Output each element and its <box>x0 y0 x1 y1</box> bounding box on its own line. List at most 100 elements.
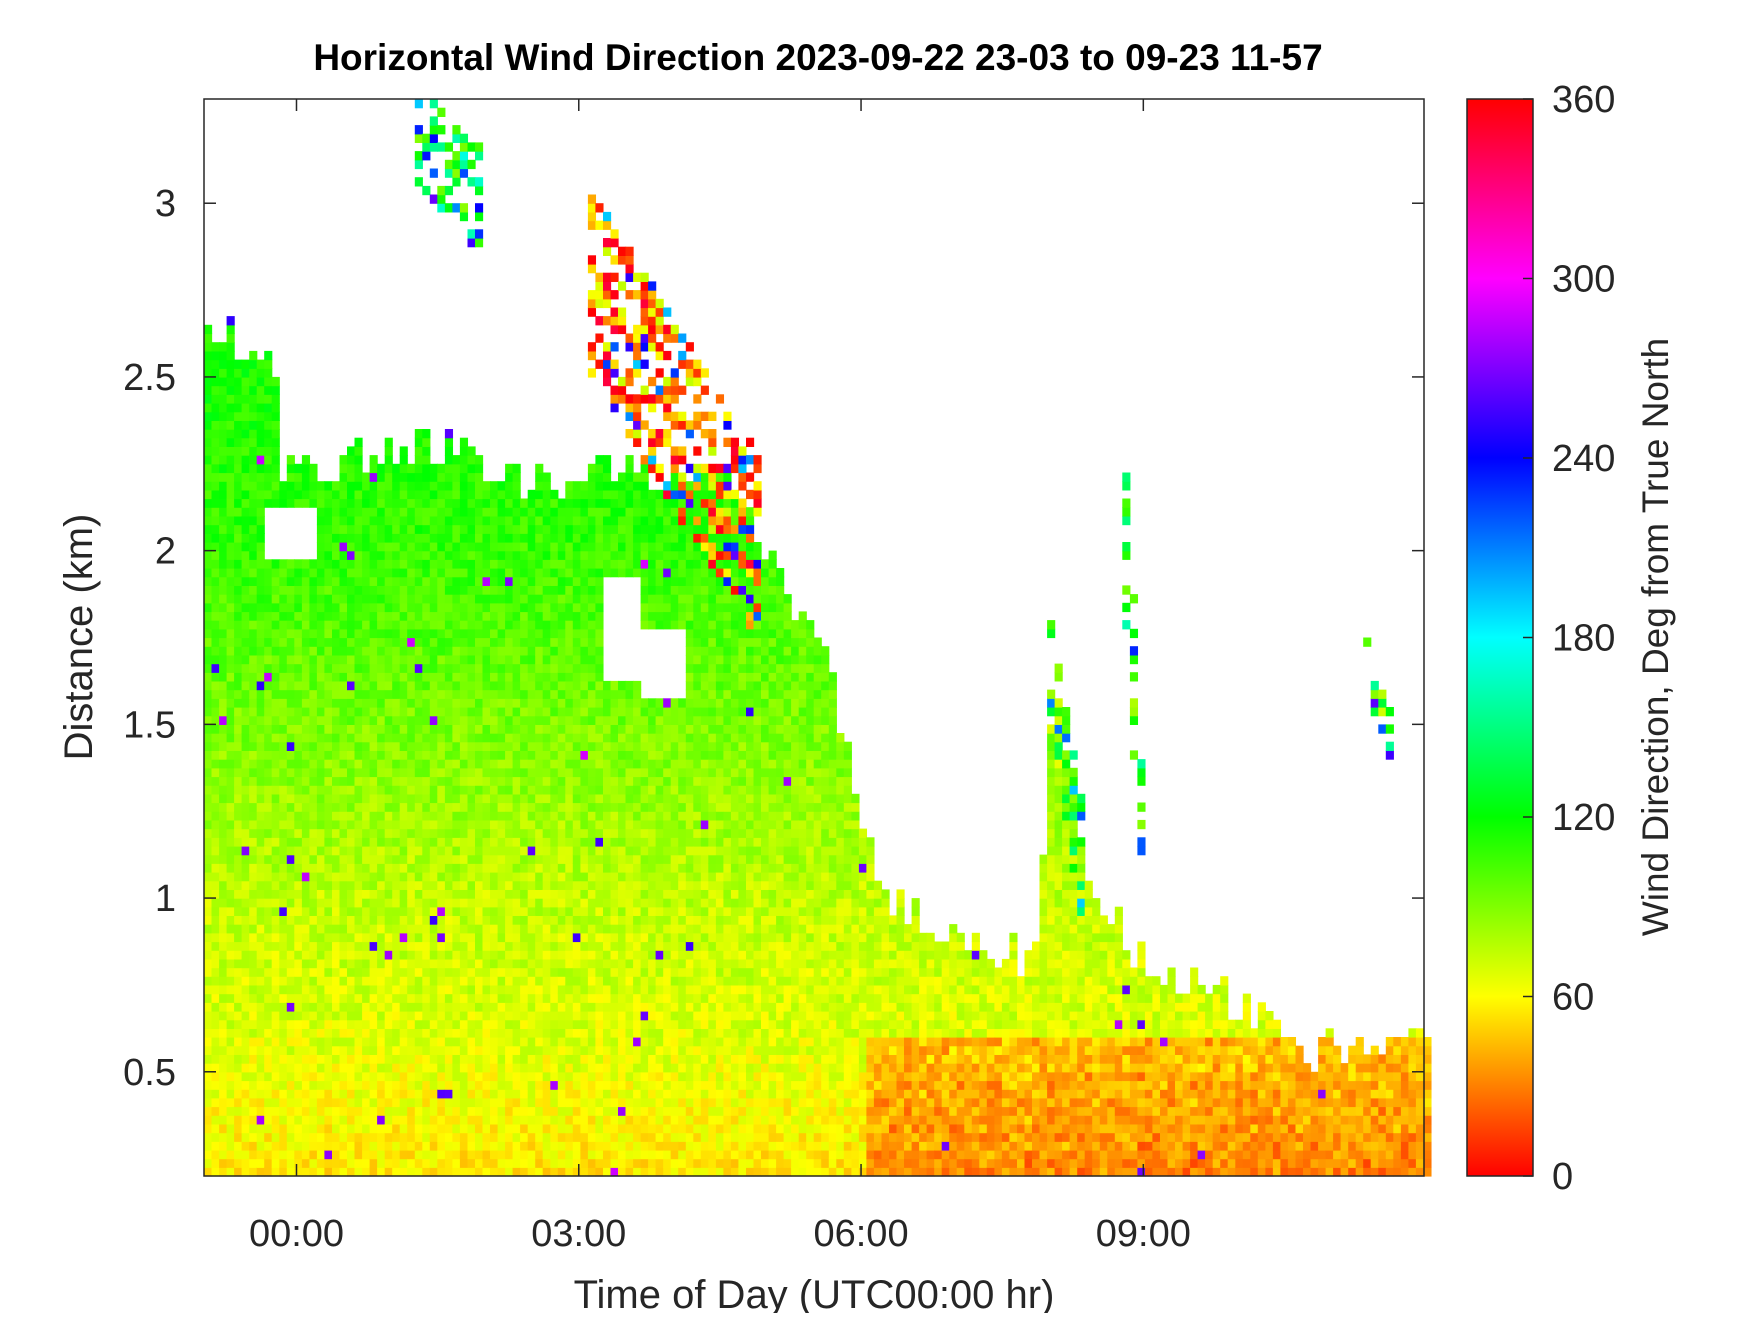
heatmap-cell <box>505 994 513 1003</box>
heatmap-cell <box>475 568 483 577</box>
heatmap-cell <box>558 1020 566 1029</box>
heatmap-cell <box>588 863 596 872</box>
heatmap-cell <box>264 1089 272 1098</box>
heatmap-cell <box>641 1046 649 1055</box>
heatmap-cell <box>422 1020 430 1029</box>
heatmap-cell <box>309 681 317 690</box>
heatmap-cell <box>633 924 641 933</box>
heatmap-cell <box>641 1020 649 1029</box>
heatmap-cell <box>603 1081 611 1090</box>
heatmap-cell <box>626 855 634 864</box>
heatmap-cell <box>324 1063 332 1072</box>
heatmap-cell <box>452 1054 460 1063</box>
heatmap-cell <box>287 968 295 977</box>
heatmap-cell <box>633 855 641 864</box>
heatmap-cell <box>565 1063 573 1072</box>
heatmap-cell <box>483 707 491 716</box>
heatmap-cell <box>347 942 355 951</box>
heatmap-cell <box>633 976 641 985</box>
heatmap-cell <box>565 803 573 812</box>
heatmap-cell <box>641 994 649 1003</box>
heatmap-cell <box>513 733 521 742</box>
heatmap-cell <box>430 1011 438 1020</box>
heatmap-cell <box>573 759 581 768</box>
heatmap-cell <box>641 924 649 933</box>
heatmap-cell <box>445 429 453 438</box>
heatmap-cell <box>415 803 423 812</box>
heatmap-cell <box>302 1089 310 1098</box>
heatmap-cell <box>257 412 265 421</box>
heatmap-cell <box>595 1141 603 1150</box>
heatmap-cell <box>370 1002 378 1011</box>
heatmap-cell <box>287 464 295 473</box>
heatmap-cell <box>370 646 378 655</box>
heatmap-cell <box>332 646 340 655</box>
heatmap-cell <box>445 1028 453 1037</box>
heatmap-cell <box>407 959 415 968</box>
heatmap-cells <box>204 99 1432 1177</box>
heatmap-cell <box>520 837 528 846</box>
heatmap-cell <box>242 1081 250 1090</box>
heatmap-cell <box>302 664 310 673</box>
heatmap-cell <box>573 1037 581 1046</box>
heatmap-cell <box>603 742 611 751</box>
heatmap-cell <box>437 481 445 490</box>
heatmap-cell <box>415 1046 423 1055</box>
heatmap-cell <box>309 464 317 473</box>
heatmap-cell <box>535 568 543 577</box>
heatmap-cell <box>272 820 280 829</box>
heatmap-cell <box>204 386 212 395</box>
heatmap-cell <box>355 837 363 846</box>
heatmap-cell <box>452 690 460 699</box>
heatmap-cell <box>242 803 250 812</box>
heatmap-cell <box>633 690 641 699</box>
heatmap-cell <box>430 1020 438 1029</box>
heatmap-cell <box>242 1046 250 1055</box>
heatmap-cell <box>580 551 588 560</box>
heatmap-cell <box>204 855 212 864</box>
heatmap-cell <box>528 863 536 872</box>
heatmap-cell <box>347 681 355 690</box>
heatmap-cell <box>580 759 588 768</box>
heatmap-cell <box>550 907 558 916</box>
heatmap-cell <box>362 1046 370 1055</box>
heatmap-cell <box>573 742 581 751</box>
heatmap-cell <box>309 794 317 803</box>
heatmap-cell <box>234 1167 242 1176</box>
heatmap-cell <box>603 1107 611 1116</box>
heatmap-cell <box>535 603 543 612</box>
heatmap-cell <box>212 750 220 759</box>
heatmap-cell <box>468 533 476 542</box>
heatmap-cell <box>498 507 506 516</box>
heatmap-cell <box>528 690 536 699</box>
heatmap-cell <box>633 525 641 534</box>
heatmap-cell <box>242 559 250 568</box>
heatmap-cell <box>588 681 596 690</box>
heatmap-cell <box>234 568 242 577</box>
heatmap-cell <box>294 698 302 707</box>
heatmap-cell <box>633 351 641 360</box>
heatmap-cell <box>460 672 468 681</box>
heatmap-cell <box>558 507 566 516</box>
heatmap-cell <box>324 1115 332 1124</box>
heatmap-cell <box>332 707 340 716</box>
heatmap-cell <box>603 551 611 560</box>
heatmap-cell <box>370 707 378 716</box>
heatmap-cell <box>633 342 641 351</box>
heatmap-cell <box>618 829 626 838</box>
heatmap-cell <box>362 881 370 890</box>
heatmap-cell <box>392 603 400 612</box>
heatmap-cell <box>392 846 400 855</box>
heatmap-cell <box>257 394 265 403</box>
heatmap-cell <box>520 655 528 664</box>
heatmap-cell <box>385 976 393 985</box>
heatmap-cell <box>317 777 325 786</box>
heatmap-cell <box>475 1089 483 1098</box>
heatmap-cell <box>490 1081 498 1090</box>
heatmap-cell <box>212 1011 220 1020</box>
heatmap-cell <box>595 611 603 620</box>
heatmap-cell <box>347 585 355 594</box>
heatmap-cell <box>460 976 468 985</box>
heatmap-cell <box>468 950 476 959</box>
heatmap-cell <box>219 1002 227 1011</box>
